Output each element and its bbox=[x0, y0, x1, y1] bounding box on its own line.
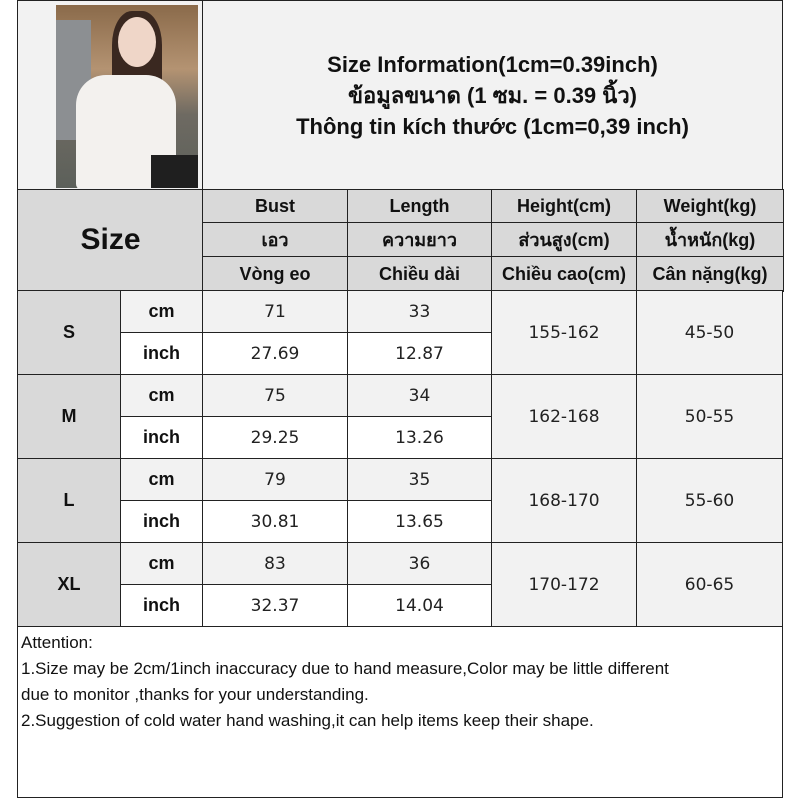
bust-cm-value: 83 bbox=[202, 542, 348, 585]
height-range-value: 155-162 bbox=[491, 290, 637, 375]
height-range-value: 168-170 bbox=[491, 458, 637, 543]
column-header-en: Length bbox=[347, 189, 492, 223]
column-header-th: น้ำหนัก(kg) bbox=[636, 222, 784, 257]
product-photo-cell bbox=[17, 0, 204, 191]
attention-title: Attention: bbox=[21, 633, 93, 652]
height-range-value: 170-172 bbox=[491, 542, 637, 627]
weight-range-value: 45-50 bbox=[636, 290, 783, 375]
bust-inch-value: 30.81 bbox=[202, 500, 348, 543]
length-inch-value: 13.26 bbox=[347, 416, 492, 459]
size-label-s: S bbox=[17, 290, 121, 375]
unit-cm-label: cm bbox=[120, 374, 203, 417]
length-cm-value: 33 bbox=[347, 290, 492, 333]
product-photo bbox=[56, 5, 198, 188]
length-inch-value: 14.04 bbox=[347, 584, 492, 627]
length-cm-value: 34 bbox=[347, 374, 492, 417]
unit-cm-label: cm bbox=[120, 458, 203, 501]
column-header-en: Height(cm) bbox=[491, 189, 637, 223]
column-header-en: Weight(kg) bbox=[636, 189, 784, 223]
bust-cm-value: 79 bbox=[202, 458, 348, 501]
column-header-th: ความยาว bbox=[347, 222, 492, 257]
length-cm-value: 35 bbox=[347, 458, 492, 501]
size-column-header: Size bbox=[17, 189, 204, 291]
column-header-vi: Cân nặng(kg) bbox=[636, 256, 784, 292]
unit-inch-label: inch bbox=[120, 584, 203, 627]
column-header-vi: Vòng eo bbox=[202, 256, 348, 292]
bust-inch-value: 27.69 bbox=[202, 332, 348, 375]
height-range-value: 162-168 bbox=[491, 374, 637, 459]
unit-inch-label: inch bbox=[120, 500, 203, 543]
unit-cm-label: cm bbox=[120, 542, 203, 585]
weight-range-value: 60-65 bbox=[636, 542, 783, 627]
header-line-th: ข้อมูลขนาด (1 ซม. = 0.39 นิ้ว) bbox=[347, 83, 637, 108]
column-header-vi: Chiều dài bbox=[347, 256, 492, 292]
unit-cm-label: cm bbox=[120, 290, 203, 333]
column-header-th: ส่วนสูง(cm) bbox=[491, 222, 637, 257]
bust-inch-value: 32.37 bbox=[202, 584, 348, 627]
size-information-header: Size Information(1cm=0.39inch) ข้อมูลขนา… bbox=[202, 0, 783, 191]
size-label-m: M bbox=[17, 374, 121, 459]
column-header-th: เอว bbox=[202, 222, 348, 257]
weight-range-value: 50-55 bbox=[636, 374, 783, 459]
length-inch-value: 12.87 bbox=[347, 332, 492, 375]
bust-cm-value: 71 bbox=[202, 290, 348, 333]
bust-cm-value: 75 bbox=[202, 374, 348, 417]
size-label-l: L bbox=[17, 458, 121, 543]
attention-notes: Attention: 1.Size may be 2cm/1inch inacc… bbox=[17, 626, 783, 798]
attention-line: 2.Suggestion of cold water hand washing,… bbox=[21, 711, 594, 730]
size-label-xl: XL bbox=[17, 542, 121, 627]
length-inch-value: 13.65 bbox=[347, 500, 492, 543]
bust-inch-value: 29.25 bbox=[202, 416, 348, 459]
unit-inch-label: inch bbox=[120, 416, 203, 459]
attention-line: 1.Size may be 2cm/1inch inaccuracy due t… bbox=[21, 659, 669, 678]
attention-line: due to monitor ,thanks for your understa… bbox=[21, 685, 369, 704]
weight-range-value: 55-60 bbox=[636, 458, 783, 543]
header-line-vi: Thông tin kích thước (1cm=0,39 inch) bbox=[296, 114, 689, 139]
unit-inch-label: inch bbox=[120, 332, 203, 375]
header-line-en: Size Information(1cm=0.39inch) bbox=[327, 52, 658, 77]
length-cm-value: 36 bbox=[347, 542, 492, 585]
column-header-en: Bust bbox=[202, 189, 348, 223]
column-header-vi: Chiều cao(cm) bbox=[491, 256, 637, 292]
